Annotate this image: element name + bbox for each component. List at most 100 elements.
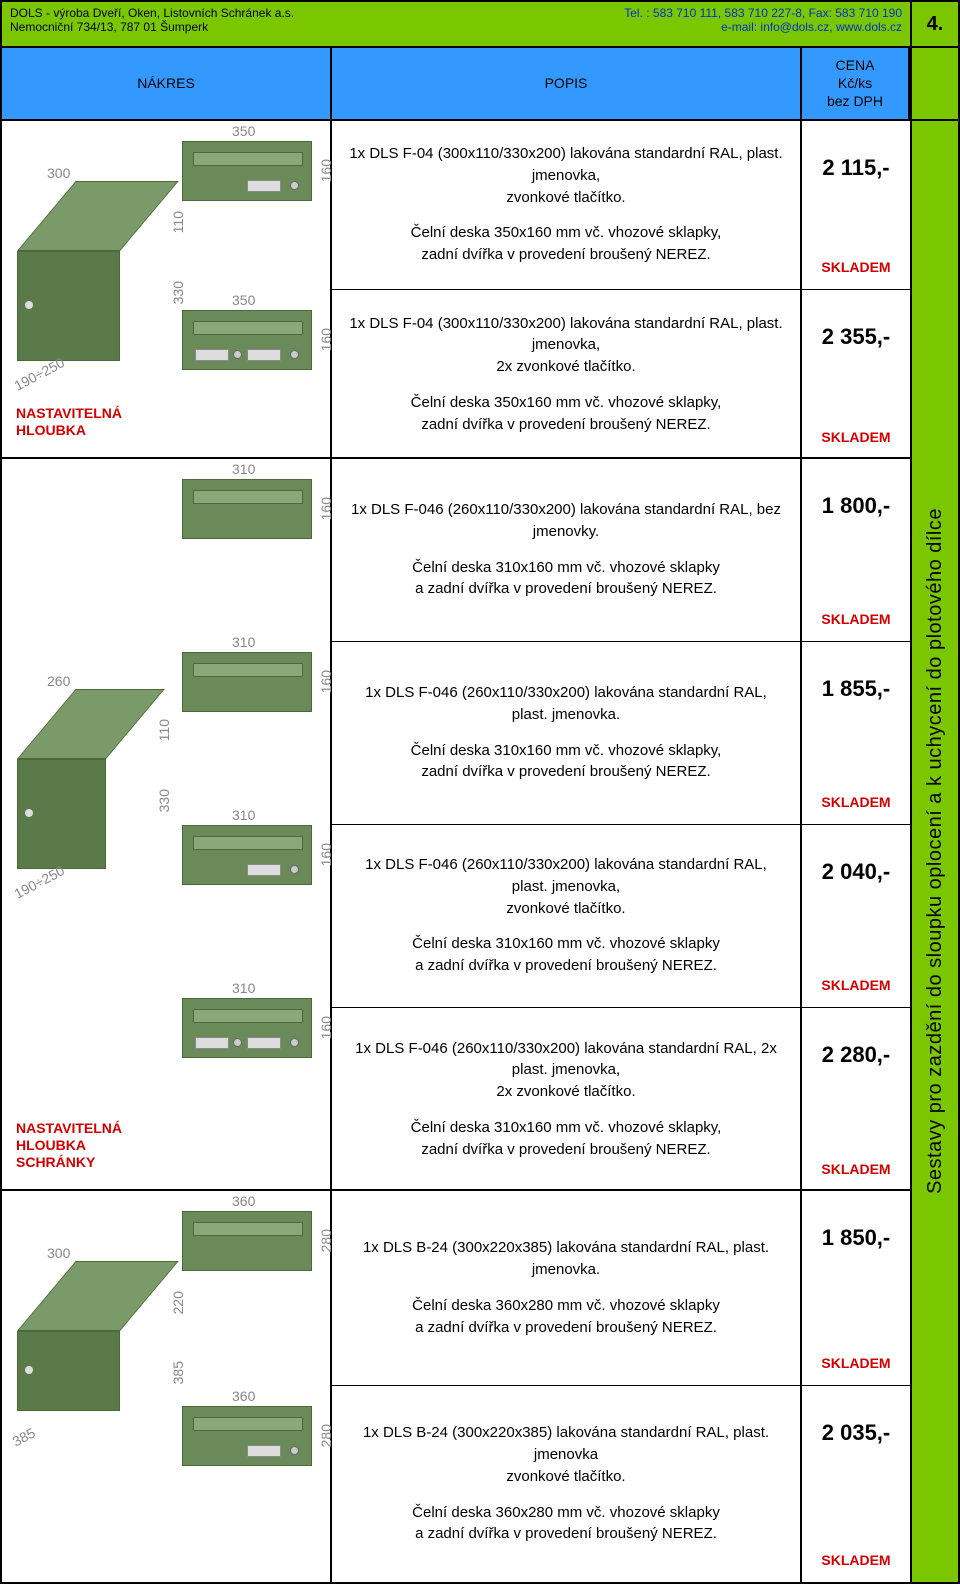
price-value: 2 035,- [822, 1420, 891, 1446]
desc-line-top: 1x DLS B-24 (300x220x385) lakována stand… [348, 1422, 784, 1487]
nameplate [247, 1037, 281, 1049]
desc-line-top: 1x DLS F-046 (260x110/330x200) lakována … [348, 854, 784, 919]
description-cell: 1x DLS F-04 (300x110/330x200) lakována s… [332, 121, 802, 289]
dim-box-height: 220 [170, 1291, 186, 1314]
price-value: 2 280,- [822, 1042, 891, 1068]
dim-height: 280 [318, 1424, 334, 1447]
bell-button [290, 1038, 299, 1047]
description-cell: 1x DLS B-24 (300x220x385) lakována stand… [332, 1386, 802, 1582]
mail-slot [193, 836, 303, 850]
category-label: Sestavy pro zazdění do sloupku oplocení … [924, 508, 947, 1194]
email-line: e-mail: info@dols.cz, www.dols.cz [558, 20, 902, 34]
product-row: 1x DLS B-24 (300x220x385) lakována stand… [332, 1191, 910, 1387]
desc-line-bottom: Čelní deska 310x160 mm vč. vhozové sklap… [348, 740, 784, 784]
dim-width: 350 [232, 123, 255, 139]
dim-height: 160 [318, 497, 334, 520]
dim-height: 160 [318, 159, 334, 182]
desc-line-bottom: Čelní deska 360x280 mm vč. vhozové sklap… [348, 1295, 784, 1339]
price-value: 2 040,- [822, 859, 891, 885]
company-block: DOLS - výroba Dveří, Oken, Listovních Sc… [2, 2, 550, 46]
mail-slot [193, 1417, 303, 1431]
dim-box-width: 300 [47, 1245, 70, 1261]
product-row: 1x DLS F-04 (300x110/330x200) lakována s… [332, 290, 910, 459]
keyhole-icon [25, 301, 33, 309]
nameplate [195, 1037, 229, 1049]
table-body: 350160350160300110330190÷250NASTAVITELNÁ… [2, 119, 958, 1582]
category-sidebar: Sestavy pro zazdění do sloupku oplocení … [910, 121, 958, 1582]
price-value: 2 355,- [822, 324, 891, 350]
price-value: 1 855,- [822, 676, 891, 702]
stock-badge: SKLADEM [821, 794, 890, 810]
stock-badge: SKLADEM [821, 977, 890, 993]
company-name: DOLS - výroba Dveří, Oken, Listovních Sc… [10, 6, 541, 20]
product-row: 1x DLS F-046 (260x110/330x200) lakována … [332, 825, 910, 1008]
dim-height: 160 [318, 670, 334, 693]
bell-button [290, 350, 299, 359]
drawing-cell: 350160350160300110330190÷250NASTAVITELNÁ… [2, 121, 332, 457]
nameplate [247, 1445, 281, 1457]
mailbox-panel [182, 652, 312, 712]
mailbox-panel [182, 479, 312, 539]
company-address: Nemocniční 734/13, 787 01 Šumperk [10, 20, 541, 34]
dim-height: 160 [318, 328, 334, 351]
dim-height: 160 [318, 843, 334, 866]
description-cell: 1x DLS F-046 (260x110/330x200) lakována … [332, 459, 802, 641]
keyhole-icon [25, 809, 33, 817]
bell-button [290, 865, 299, 874]
product-row: 1x DLS F-046 (260x110/330x200) lakována … [332, 459, 910, 642]
dim-box-depth: 330 [156, 789, 172, 812]
desc-line-top: 1x DLS F-046 (260x110/330x200) lakována … [348, 1038, 784, 1103]
dim-box-depth: 385 [10, 1424, 38, 1449]
product-group: 3602803602803002203853851x DLS B-24 (300… [2, 1191, 910, 1582]
mailbox-panel [182, 310, 312, 370]
box-top-face [17, 181, 178, 251]
adjustable-depth-note: NASTAVITELNÁ HLOUBKA [16, 405, 122, 439]
mail-slot [193, 152, 303, 166]
mailbox-panel [182, 1406, 312, 1466]
desc-line-bottom: Čelní deska 310x160 mm vč. vhozové sklap… [348, 933, 784, 977]
mailbox-panel [182, 1211, 312, 1271]
drawing-cell: 360280360280300220385385 [2, 1191, 332, 1582]
description-cell: 1x DLS F-046 (260x110/330x200) lakována … [332, 825, 802, 1007]
dim-width: 310 [232, 807, 255, 823]
dim-box-width: 300 [47, 165, 70, 181]
stock-badge: SKLADEM [821, 1355, 890, 1371]
desc-line-top: 1x DLS F-046 (260x110/330x200) lakována … [348, 682, 784, 726]
desc-line-bottom: Čelní deska 350x160 mm vč. vhozové sklap… [348, 392, 784, 436]
price-cell: 2 115,-SKLADEM [802, 121, 910, 289]
mail-slot [193, 1222, 303, 1236]
dim-width: 360 [232, 1193, 255, 1209]
price-cell: 2 040,- SKLADEM [802, 825, 910, 1007]
nameplate [247, 349, 281, 361]
desc-line-bottom: Čelní deska 310x160 mm vč. vhozové sklap… [348, 1117, 784, 1161]
dim-box-height: 110 [156, 719, 172, 741]
price-value: 1 800,- [822, 493, 891, 519]
drawing-cell: 310160310160310160310160260110330190÷250… [2, 459, 332, 1189]
price-cell: 1 800,-SKLADEM [802, 459, 910, 641]
col-header-price: CENA Kč/ks bez DPH [802, 48, 910, 119]
mail-slot [193, 321, 303, 335]
product-group: 350160350160300110330190÷250NASTAVITELNÁ… [2, 121, 910, 459]
bell-button [290, 181, 299, 190]
stock-badge: SKLADEM [821, 1552, 890, 1568]
dim-width: 360 [232, 1388, 255, 1404]
dim-width: 310 [232, 461, 255, 477]
product-group: 310160310160310160310160260110330190÷250… [2, 459, 910, 1191]
stock-badge: SKLADEM [821, 1161, 890, 1177]
adjustable-depth-note: NASTAVITELNÁ HLOUBKA SCHRÁNKY [16, 1120, 122, 1170]
mailbox-panel [182, 825, 312, 885]
col-header-description: POPIS [332, 48, 802, 119]
bell-button [290, 1446, 299, 1455]
dim-height: 160 [318, 1016, 334, 1039]
col-header-drawing: NÁKRES [2, 48, 332, 119]
price-value: 1 850,- [822, 1225, 891, 1251]
dim-box-depth: 330 [170, 281, 186, 304]
description-cell: 1x DLS F-046 (260x110/330x200) lakována … [332, 642, 802, 824]
dim-box-height: 110 [170, 211, 186, 233]
price-cell: 2 355,-SKLADEM [802, 290, 910, 459]
contact-block: Tel. : 583 710 111, 583 710 227-8, Fax: … [550, 2, 910, 46]
table-main: 350160350160300110330190÷250NASTAVITELNÁ… [2, 121, 910, 1582]
product-row: 1x DLS F-04 (300x110/330x200) lakována s… [332, 121, 910, 290]
product-row: 1x DLS F-046 (260x110/330x200) lakována … [332, 642, 910, 825]
bell-button [233, 1038, 242, 1047]
